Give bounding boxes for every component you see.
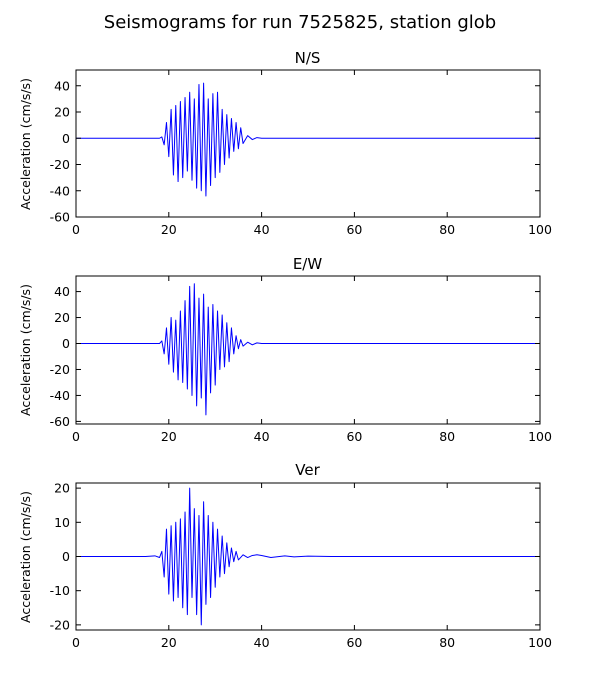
y-axis-label: Acceleration (cm/s/s) (18, 284, 33, 416)
x-tick-label: 60 (346, 635, 362, 650)
y-tick-label: -40 (50, 183, 70, 198)
y-axis-label: Acceleration (cm/s/s) (18, 78, 33, 210)
y-tick-label: 40 (54, 284, 70, 299)
panel-title: N/S (295, 49, 321, 67)
x-tick-label: 20 (161, 222, 177, 237)
x-tick-label: 40 (254, 635, 270, 650)
x-tick-label: 20 (161, 429, 177, 444)
y-tick-label: -20 (50, 362, 70, 377)
x-tick-label: 0 (72, 429, 80, 444)
y-tick-label: -60 (50, 210, 70, 225)
trace-line (76, 487, 540, 626)
y-tick-label: 40 (54, 78, 70, 93)
trace-line (76, 283, 540, 416)
y-tick-label: 20 (54, 481, 70, 496)
y-tick-label: -60 (50, 414, 70, 429)
panel-ver: Ver Acceleration (cm/s/s) 0 20 40 60 80 100-2… (18, 461, 552, 650)
y-tick-label: 20 (54, 105, 70, 120)
panel-ew: E/W Acceleration (cm/s/s) 0 20 40 60 80 100 -6… (18, 255, 552, 444)
y-tick-label: 10 (54, 515, 70, 530)
x-tick-label: 80 (439, 429, 455, 444)
panel-title: E/W (293, 255, 323, 273)
y-tick-label: 0 (62, 336, 70, 351)
plot-frame (75, 69, 541, 218)
y-tick-label: -40 (50, 388, 70, 403)
y-tick-label: 20 (54, 310, 70, 325)
x-tick-label: 80 (439, 222, 455, 237)
panel-title: Ver (295, 461, 320, 479)
panel-ns: N/S Acceleration (cm/s/s) 0 20 40 60 80 100 -6… (18, 49, 552, 237)
y-tick-label: -20 (50, 617, 70, 632)
y-tick-label: 0 (62, 131, 70, 146)
y-tick-label: -10 (50, 583, 70, 598)
x-tick-label: 60 (346, 429, 362, 444)
x-tick-label: 100 (528, 429, 552, 444)
plot-frame (75, 275, 541, 425)
x-tick-label: 80 (439, 635, 455, 650)
trace-line (76, 82, 540, 197)
x-tick-label: 0 (72, 635, 80, 650)
y-axis-label: Acceleration (cm/s/s) (18, 491, 33, 623)
x-tick-label: 100 (528, 635, 552, 650)
x-tick-label: 20 (161, 635, 177, 650)
y-tick-label: 0 (62, 549, 70, 564)
x-tick-label: 60 (346, 222, 362, 237)
figure-suptitle: Seismograms for run 7525825, station glo… (104, 12, 496, 33)
x-tick-label: 40 (254, 429, 270, 444)
x-tick-label: 0 (72, 222, 80, 237)
x-tick-label: 40 (254, 222, 270, 237)
y-tick-label: -20 (50, 157, 70, 172)
x-tick-label: 100 (528, 222, 552, 237)
